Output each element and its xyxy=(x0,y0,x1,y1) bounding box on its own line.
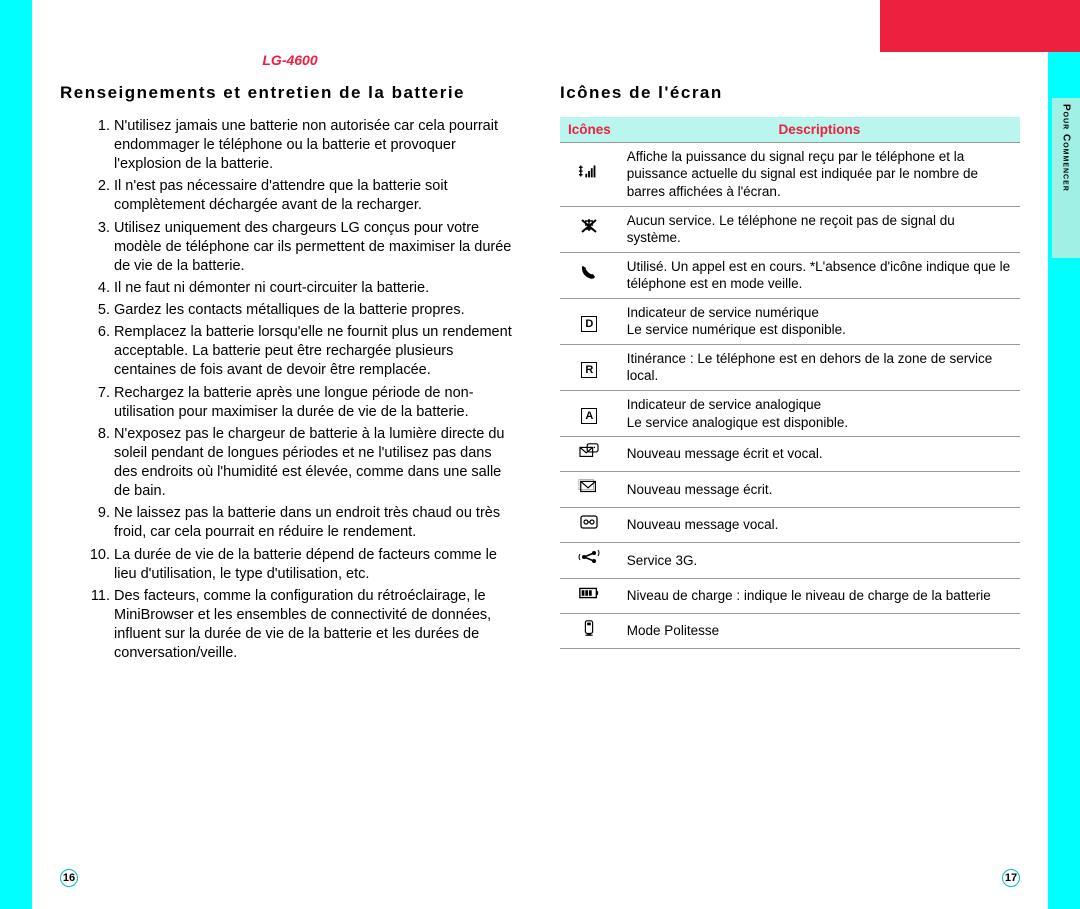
analog-a-icon: A xyxy=(560,390,619,436)
icon-description: Nouveau message vocal. xyxy=(619,507,1020,542)
msg-voice-icon xyxy=(560,507,619,542)
icon-description: Affiche la puissance du signal reçu par … xyxy=(619,142,1020,206)
roaming-r-icon: R xyxy=(560,344,619,390)
list-item: Il ne faut ni démonter ni court-circuite… xyxy=(114,279,516,298)
left-margin-strip xyxy=(0,0,32,909)
model-header-left: LG-4600 xyxy=(60,52,520,68)
politesse-icon xyxy=(560,614,619,649)
icon-description: Indicateur de service analogiqueLe servi… xyxy=(619,390,1020,436)
table-row: DIndicateur de service numériqueLe servi… xyxy=(560,298,1020,344)
table-row: Niveau de charge : indique le niveau de … xyxy=(560,578,1020,613)
table-row: Nouveau message écrit et vocal. xyxy=(560,437,1020,472)
red-header-tab xyxy=(880,0,1080,52)
right-page: . Icônes de l'écran Icônes Descriptions … xyxy=(560,52,1020,889)
service-3g-icon xyxy=(560,543,619,578)
list-item: La durée de vie de la batterie dépend de… xyxy=(114,546,516,584)
section-tab: Pour Commencer xyxy=(1052,98,1080,258)
icons-section-title: Icônes de l'écran xyxy=(560,82,1020,105)
table-row: Service 3G. xyxy=(560,543,1020,578)
icon-table: Icônes Descriptions Affiche la puissance… xyxy=(560,117,1020,649)
battery-section-title: Renseignements et entretien de la batter… xyxy=(60,82,520,105)
icon-description: Mode Politesse xyxy=(619,614,1020,649)
list-item: N'utilisez jamais une batterie non autor… xyxy=(114,117,516,174)
table-row: Nouveau message vocal. xyxy=(560,507,1020,542)
table-row: Mode Politesse xyxy=(560,614,1020,649)
icon-description: Indicateur de service numériqueLe servic… xyxy=(619,298,1020,344)
section-tab-label: Pour Commencer xyxy=(1061,104,1072,192)
battery-icon xyxy=(560,578,619,613)
table-row: RItinérance : Le téléphone est en dehors… xyxy=(560,344,1020,390)
table-row: AIndicateur de service analogiqueLe serv… xyxy=(560,390,1020,436)
list-item: N'exposez pas le chargeur de batterie à … xyxy=(114,425,516,502)
table-row: Aucun service. Le téléphone ne reçoit pa… xyxy=(560,206,1020,252)
icon-description: Utilisé. Un appel est en cours. *L'absen… xyxy=(619,252,1020,298)
table-header-icons: Icônes xyxy=(560,117,619,143)
list-item: Utilisez uniquement des chargeurs LG con… xyxy=(114,219,516,276)
list-item: Il n'est pas nécessaire d'attendre que l… xyxy=(114,177,516,215)
icon-table-body: Affiche la puissance du signal reçu par … xyxy=(560,142,1020,648)
msg-text-icon xyxy=(560,472,619,507)
table-row: Affiche la puissance du signal reçu par … xyxy=(560,142,1020,206)
table-header-desc: Descriptions xyxy=(619,117,1020,143)
icon-description: Aucun service. Le téléphone ne reçoit pa… xyxy=(619,206,1020,252)
call-icon xyxy=(560,252,619,298)
list-item: Ne laissez pas la batterie dans un endro… xyxy=(114,504,516,542)
page-number-left: 16 xyxy=(60,869,78,887)
table-row: Utilisé. Un appel est en cours. *L'absen… xyxy=(560,252,1020,298)
list-item: Gardez les contacts métalliques de la ba… xyxy=(114,301,516,320)
list-item: Des facteurs, comme la configuration du … xyxy=(114,587,516,664)
table-row: Nouveau message écrit. xyxy=(560,472,1020,507)
digital-d-icon: D xyxy=(560,298,619,344)
icon-description: Nouveau message écrit. xyxy=(619,472,1020,507)
no-service-icon xyxy=(560,206,619,252)
signal-icon xyxy=(560,142,619,206)
list-item: Remplacez la batterie lorsqu'elle ne fou… xyxy=(114,323,516,380)
page-number-right: 17 xyxy=(1002,869,1020,887)
icon-description: Nouveau message écrit et vocal. xyxy=(619,437,1020,472)
list-item: Rechargez la batterie après une longue p… xyxy=(114,384,516,422)
icon-description: Niveau de charge : indique le niveau de … xyxy=(619,578,1020,613)
battery-list: N'utilisez jamais une batterie non autor… xyxy=(114,117,520,666)
icon-description: Itinérance : Le téléphone est en dehors … xyxy=(619,344,1020,390)
msg-both-icon xyxy=(560,437,619,472)
icon-description: Service 3G. xyxy=(619,543,1020,578)
left-page: LG-4600 Renseignements et entretien de l… xyxy=(60,52,520,889)
